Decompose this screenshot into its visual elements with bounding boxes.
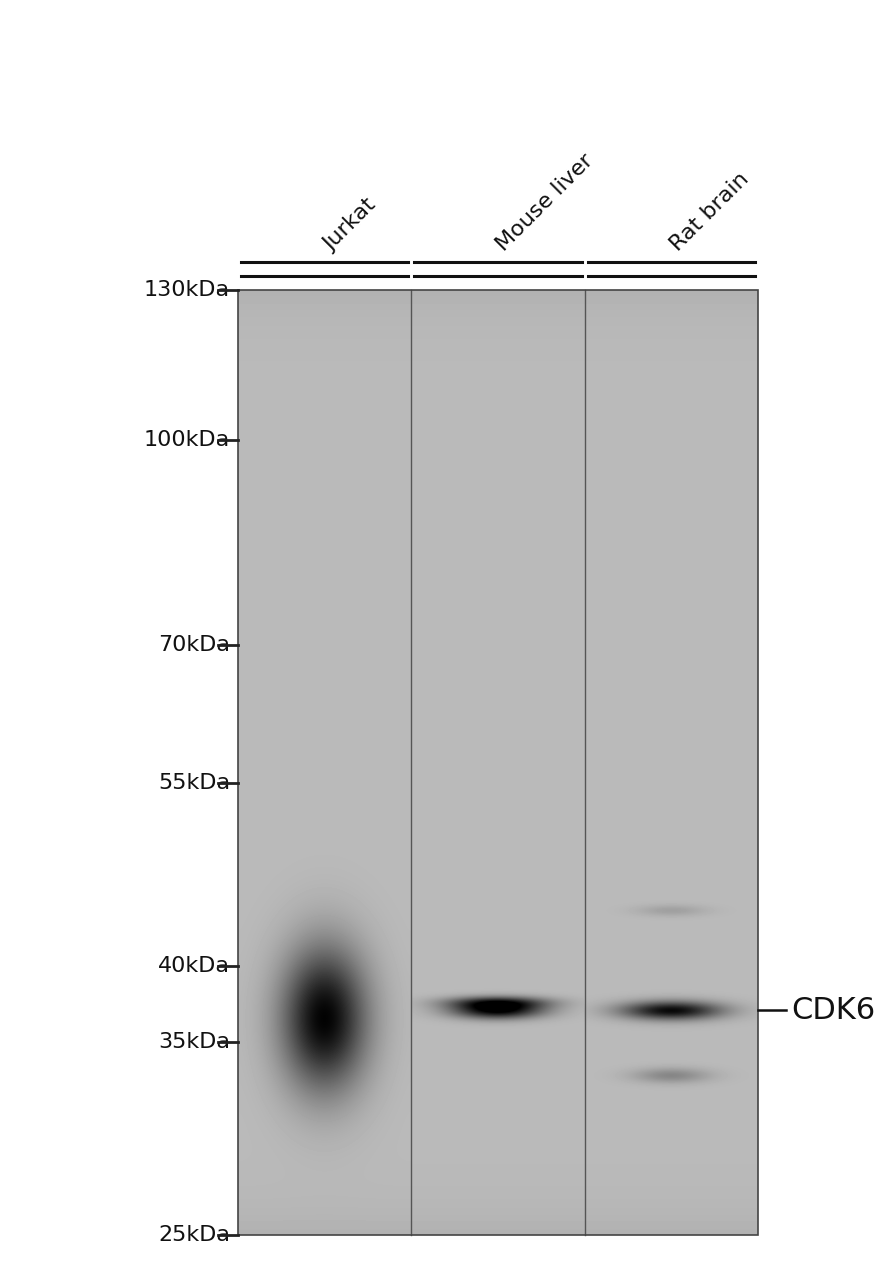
Bar bbox=[238, 291, 757, 1235]
Text: Rat brain: Rat brain bbox=[666, 169, 752, 255]
Text: 70kDa: 70kDa bbox=[158, 635, 230, 655]
Text: 100kDa: 100kDa bbox=[144, 430, 230, 451]
Text: 25kDa: 25kDa bbox=[158, 1225, 230, 1245]
Text: Mouse liver: Mouse liver bbox=[493, 151, 596, 255]
Text: Jurkat: Jurkat bbox=[319, 195, 379, 255]
Text: CDK6: CDK6 bbox=[790, 996, 874, 1025]
Text: 130kDa: 130kDa bbox=[144, 280, 230, 300]
Text: 35kDa: 35kDa bbox=[158, 1032, 230, 1052]
Text: 40kDa: 40kDa bbox=[158, 956, 230, 975]
Text: 55kDa: 55kDa bbox=[158, 773, 230, 794]
